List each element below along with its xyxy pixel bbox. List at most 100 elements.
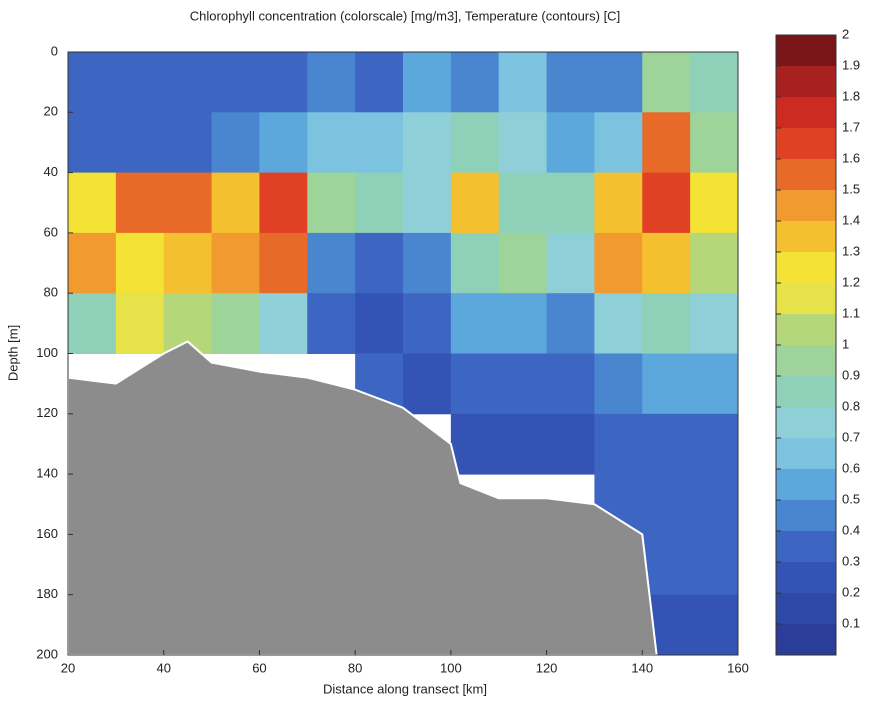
heatmap-cell: [498, 172, 548, 234]
colorbar-segment: [776, 593, 836, 624]
colorbar-tick-label: 1.7: [842, 119, 860, 134]
heatmap-cell: [546, 112, 595, 174]
colorbar-tick-label: 1: [842, 336, 849, 351]
heatmap-cell: [163, 232, 213, 294]
colorbar-segment: [776, 500, 836, 531]
chart-title: Chlorophyll concentration (colorscale) […: [190, 8, 620, 23]
colorbar-tick-label: 1.1: [842, 305, 860, 320]
y-tick-label: 0: [51, 43, 58, 58]
y-tick-label: 40: [44, 164, 58, 179]
colorbar-segment: [776, 35, 836, 66]
heatmap-cell: [68, 52, 117, 113]
x-tick-label: 160: [727, 660, 749, 675]
x-axis-label: Distance along transect [km]: [323, 681, 487, 696]
colorbar-tick-label: 0.9: [842, 367, 860, 382]
heatmap-cell: [690, 232, 738, 294]
heatmap-cell: [450, 232, 500, 294]
colorbar-tick-label: 1.5: [842, 181, 860, 196]
colorbar-segment: [776, 624, 836, 655]
heatmap-cell: [115, 112, 165, 174]
colorbar-segment: [776, 345, 836, 376]
heatmap-cell: [403, 112, 452, 174]
colorbar-segment: [776, 252, 836, 283]
heatmap-cell: [498, 112, 548, 174]
colorbar-segment: [776, 97, 836, 128]
heatmap-cell: [690, 474, 738, 535]
heatmap-cell: [307, 232, 356, 294]
heatmap-cell: [642, 293, 691, 354]
colorbar-tick-label: 1.4: [842, 212, 860, 227]
heatmap-cell: [642, 474, 691, 535]
x-tick-label: 100: [440, 660, 462, 675]
heatmap-cell: [450, 353, 500, 415]
heatmap-cell: [259, 232, 308, 294]
heatmap-cell: [690, 293, 738, 354]
heatmap-cell: [68, 232, 117, 294]
heatmap-cell: [355, 232, 404, 294]
heatmap-cell: [690, 534, 738, 596]
heatmap-cell: [594, 112, 643, 174]
heatmap-cell: [307, 52, 356, 113]
heatmap-cell: [403, 232, 452, 294]
heatmap-cell: [690, 52, 738, 113]
heatmap-cell: [594, 52, 643, 113]
heatmap-cell: [259, 172, 308, 234]
heatmap-cell: [642, 52, 691, 113]
heatmap-cell: [450, 172, 500, 234]
heatmap-cell: [163, 112, 213, 174]
heatmap-cell: [355, 52, 404, 113]
colorbar-tick-label: 1.6: [842, 150, 860, 165]
heatmap-cell: [355, 112, 404, 174]
heatmap-cell: [211, 52, 260, 113]
y-tick-label: 120: [36, 405, 58, 420]
colorbar-tick-label: 0.5: [842, 491, 860, 506]
heatmap-cell: [690, 112, 738, 174]
heatmap-cell: [68, 293, 117, 354]
heatmap-cell: [498, 52, 548, 113]
heatmap-cell: [307, 112, 356, 174]
heatmap-cell: [498, 353, 548, 415]
colorbar-tick-label: 1.2: [842, 274, 860, 289]
heatmap-cell: [211, 232, 260, 294]
colorbar-segment: [776, 190, 836, 221]
heatmap-cell: [642, 172, 691, 234]
heatmap-cell: [68, 172, 117, 234]
x-tick-label: 80: [348, 660, 362, 675]
colorbar: 0.1 0.2 0.3 0.4 0.5 0.6 0.7 0.8 0.9 1 1.1 1.2 1.3 1.4…: [775, 26, 860, 656]
heatmap-cell: [403, 293, 452, 354]
heatmap-cell: [307, 172, 356, 234]
y-tick-label: 140: [36, 466, 58, 481]
heatmap-cell: [355, 172, 404, 234]
colorbar-segment: [776, 376, 836, 407]
colorbar-segment: [776, 66, 836, 97]
colorbar-tick-label: 0.7: [842, 429, 860, 444]
heatmap-cell: [690, 413, 738, 475]
heatmap-cell: [115, 232, 165, 294]
y-tick-label: 20: [44, 104, 58, 119]
x-tick-label: 60: [252, 660, 266, 675]
heatmap-cell: [68, 112, 117, 174]
heatmap-cell: [690, 594, 738, 655]
colorbar-segment: [776, 159, 836, 190]
heatmap-cell: [259, 52, 308, 113]
heatmap-cell: [115, 293, 165, 354]
heatmap-cell: [594, 293, 643, 354]
colorbar-segment: [776, 469, 836, 500]
y-tick-label: 100: [36, 345, 58, 360]
x-tick-label: 140: [631, 660, 653, 675]
colorbar-tick-label: 1.3: [842, 243, 860, 258]
heatmap-cell: [163, 52, 213, 113]
colorbar-tick-label: 0.6: [842, 460, 860, 475]
x-tick-label: 20: [61, 660, 75, 675]
heatmap-cell: [546, 232, 595, 294]
heatmap-cell: [594, 232, 643, 294]
colorbar-tick-label: 2: [842, 26, 849, 41]
heatmap-cell: [642, 413, 691, 475]
colorbar-segment: [776, 314, 836, 345]
heatmap-cell: [259, 112, 308, 174]
heatmap-cell: [403, 172, 452, 234]
heatmap-cell: [450, 52, 500, 113]
heatmap-cell: [594, 413, 643, 475]
heatmap-cell: [115, 52, 165, 113]
